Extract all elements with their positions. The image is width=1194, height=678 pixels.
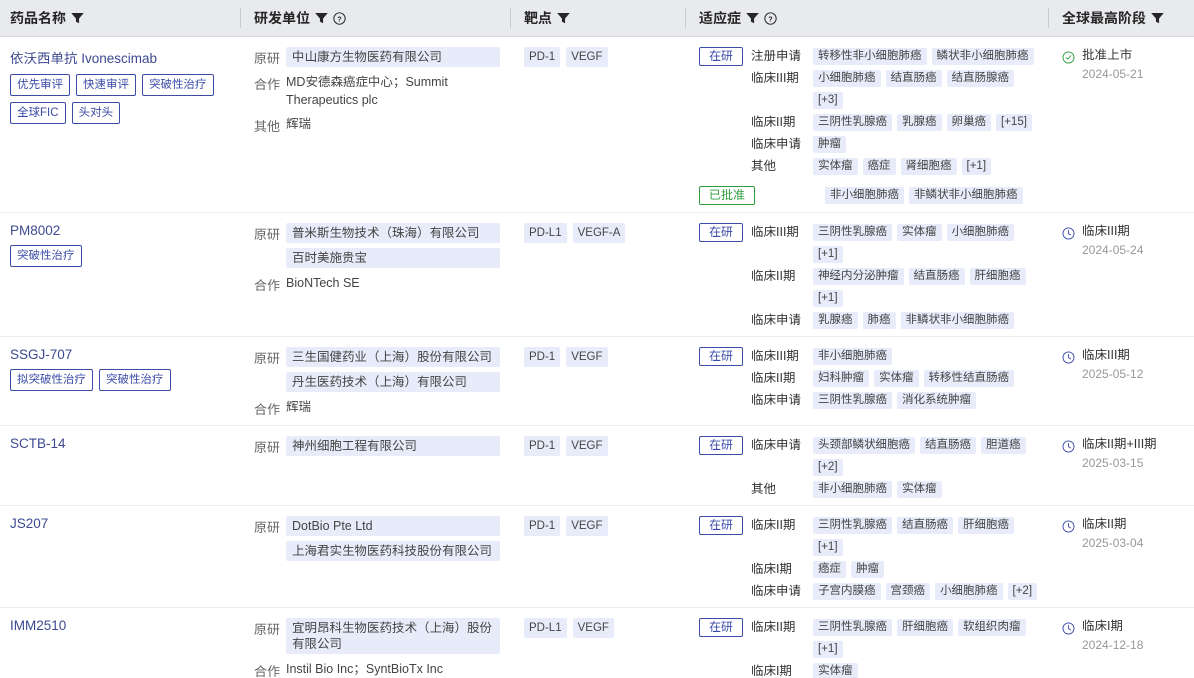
svg-text:?: ? — [337, 14, 342, 23]
svg-text:?: ? — [768, 14, 773, 23]
